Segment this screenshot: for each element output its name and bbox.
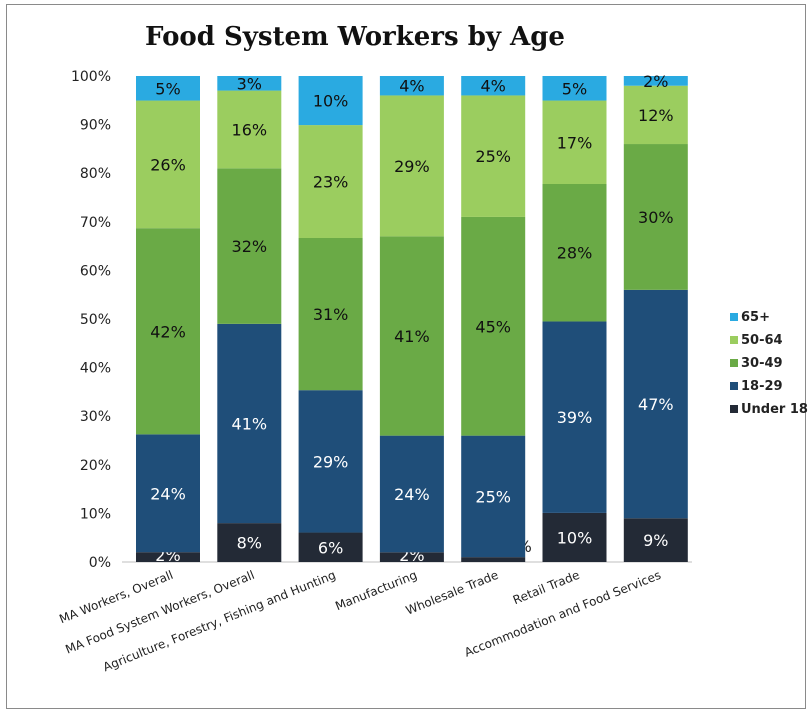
category-label: Wholesale Trade [404,568,501,618]
y-tick-label: 100% [71,69,111,85]
data-label: 3% [237,74,262,93]
bar-segment [136,552,200,562]
bar-segment [461,95,526,217]
category-label: Retail Trade [511,568,582,607]
legend-swatch [730,336,738,344]
data-label: 17% [557,133,593,152]
bar-segment [298,76,363,126]
bar-segment [379,552,444,562]
data-label: 47% [638,395,674,414]
data-label: 5% [562,79,587,98]
data-label: 6% [318,538,343,557]
bar-segment [542,321,607,513]
bar-segment [542,76,607,101]
bar-segment [623,76,688,86]
data-label: 26% [150,155,186,174]
bar-segment [623,289,688,519]
y-tick-label: 70% [80,215,111,231]
bar-segment [379,236,444,436]
bar-segment [136,434,200,553]
bar-segment [379,95,444,237]
data-label: 41% [394,327,430,346]
bar-segment [461,557,526,562]
bar-segment [298,532,363,562]
data-label: 4% [399,77,424,96]
bar-segment [379,435,444,553]
y-tick-label: 90% [80,118,111,134]
bar-segment [461,76,526,96]
legend-swatch [730,382,738,390]
bar-segment [461,216,526,436]
legend-label: Under 18 [741,402,808,417]
bar-segment [136,228,200,435]
y-tick-label: 50% [80,312,111,328]
data-label: 12% [638,106,674,125]
data-label: 23% [313,173,349,192]
data-label: 9% [643,531,668,550]
bar-segment [298,125,363,238]
data-label: 24% [394,485,430,504]
data-label: 5% [155,79,180,98]
y-tick-label: 40% [80,361,111,377]
data-label: 31% [313,305,349,324]
legend-label: 18-29 [741,379,783,394]
bar-segment [217,76,282,91]
y-tick-label: 60% [80,263,111,279]
y-tick-label: 80% [80,166,111,182]
y-tick-label: 0% [89,555,111,571]
bar-segment [217,90,282,169]
y-tick-label: 20% [80,458,111,474]
data-label: 45% [475,317,511,336]
data-label: 29% [313,452,349,471]
bar-segment [217,323,282,524]
data-label: 28% [557,244,593,263]
data-label: 10% [557,528,593,547]
bar-segment [298,238,363,391]
data-label: 24% [150,484,186,503]
legend-label: 30-49 [741,356,783,371]
legend-swatch [730,359,738,367]
bar-segment [542,100,607,184]
legend-swatch [730,405,738,413]
data-label: 10% [313,92,349,111]
data-label: 8% [237,534,262,553]
bar-segment [136,100,200,229]
legend-swatch [730,313,738,321]
bar-segment [379,76,444,96]
bar-segment [136,76,200,101]
data-label: 41% [232,414,268,433]
legend-label: 50-64 [741,333,783,348]
data-label: 42% [150,322,186,341]
bar-segment [217,168,282,324]
bar-segment [542,512,607,562]
bar-segment [461,435,526,558]
legend-label: 65+ [741,310,770,325]
data-label: 30% [638,208,674,227]
chart-title: Food System Workers by Age [145,22,565,52]
data-label: 39% [557,408,593,427]
data-label: 25% [475,147,511,166]
data-label: 4% [481,77,506,96]
bar-segment [623,518,688,562]
y-tick-label: 10% [80,506,111,522]
bar-segment [298,390,363,533]
data-label: 32% [232,237,268,256]
bar-segment [623,144,688,290]
bar-segment [542,184,607,322]
y-tick-label: 30% [80,409,111,425]
data-label: 16% [232,120,268,139]
data-label: 25% [475,487,511,506]
data-label: 29% [394,157,430,176]
bar-segment [623,85,688,145]
bar-segment [217,523,282,562]
data-label: 2% [643,72,668,91]
